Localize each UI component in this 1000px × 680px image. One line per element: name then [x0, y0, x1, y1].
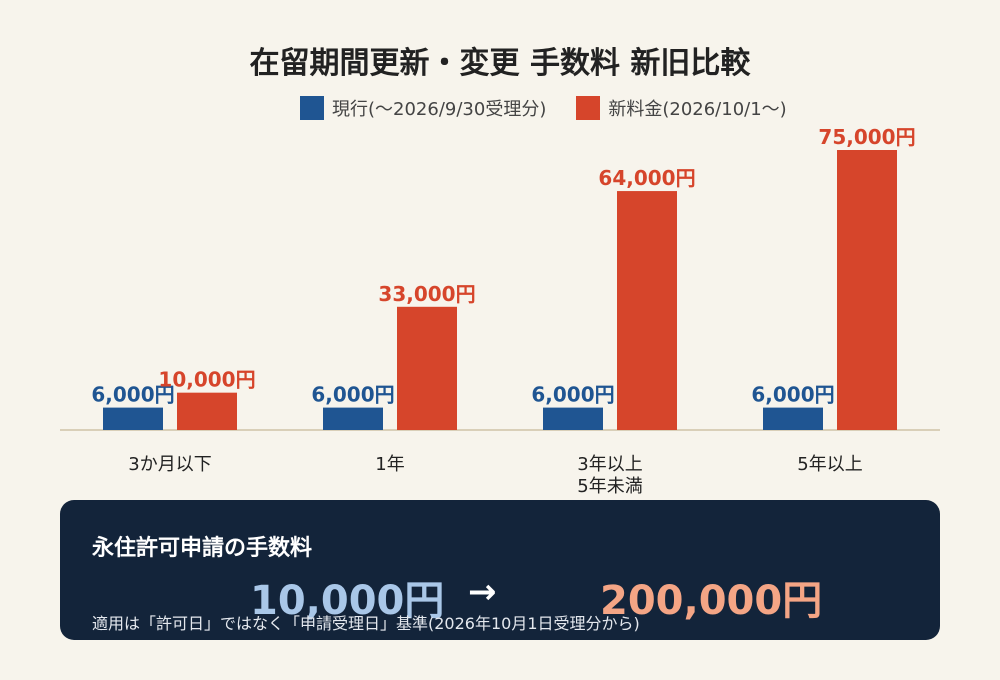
data-label-new-0: 10,000円 [158, 368, 255, 392]
bar-new-1 [397, 306, 457, 430]
data-label-new-3: 75,000円 [818, 125, 915, 149]
permanent-residence-title: 永住許可申請の手数料 [92, 536, 313, 561]
bar-chart: 6,000円10,000円3か月以下6,000円33,000円1年6,000円6… [60, 125, 940, 497]
legend-item-new: 新料金(2026/10/1〜) [576, 95, 787, 121]
legend-swatch-current [300, 96, 324, 120]
legend-item-current: 現行(〜2026/9/30受理分) [300, 95, 546, 121]
permanent-old-fee: 10,000円 [250, 578, 445, 624]
bar-new-2 [617, 191, 677, 430]
data-label-new-2: 64,000円 [598, 166, 695, 190]
permanent-new-fee: 200,000円 [600, 578, 823, 624]
bar-current-0 [103, 407, 163, 430]
legend: 現行(〜2026/9/30受理分) 新料金(2026/10/1〜) [300, 96, 817, 120]
category-label-2: 3年以上 5年未満 [577, 454, 642, 497]
bar-current-2 [543, 407, 603, 430]
bar-new-3 [837, 150, 897, 430]
category-label-1: 1年 [375, 454, 404, 475]
data-label-current-2: 6,000円 [531, 383, 614, 407]
data-label-new-1: 33,000円 [378, 282, 475, 306]
chart-title: 在留期間更新・変更 手数料 新旧比較 [249, 46, 751, 81]
bar-new-0 [177, 392, 237, 430]
bar-current-1 [323, 407, 383, 430]
legend-label-new: 新料金(2026/10/1〜) [608, 99, 787, 120]
legend-label-current: 現行(〜2026/9/30受理分) [332, 99, 547, 120]
data-label-current-3: 6,000円 [751, 383, 834, 407]
data-label-current-1: 6,000円 [311, 383, 394, 407]
legend-swatch-new [576, 96, 601, 120]
permanent-note: 適用は「許可日」ではなく「申請受理日」基準(2026年10月1日受理分から) [92, 614, 640, 633]
data-label-current-0: 6,000円 [91, 383, 174, 407]
permanent-residence-panel: 永住許可申請の手数料 10,000円 → 200,000円 適用は「許可日」では… [60, 500, 940, 640]
bar-current-3 [763, 407, 823, 430]
category-label-3: 5年以上 [797, 454, 862, 475]
category-label-0: 3か月以下 [128, 454, 211, 475]
arrow-icon: → [468, 572, 497, 612]
